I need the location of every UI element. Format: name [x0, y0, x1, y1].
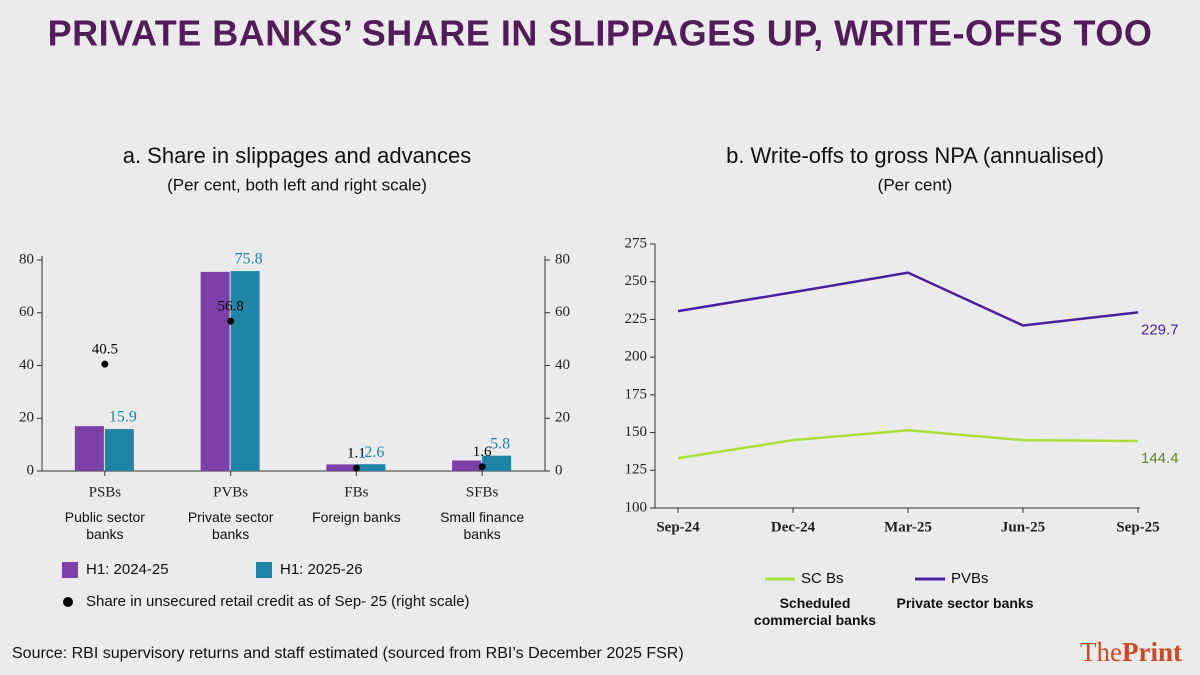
- data-label: 5.8: [490, 435, 510, 452]
- y-tick-label: 250: [625, 273, 648, 289]
- dot: [227, 317, 235, 325]
- x-tick-label: Jun-25: [1001, 519, 1045, 535]
- y2-tick-label: 80: [555, 251, 570, 267]
- bar: [482, 455, 512, 471]
- data-label: 1.6: [473, 444, 492, 460]
- panel-subtitle: (Per cent, both left and right scale): [167, 175, 427, 194]
- panel-title: a. Share in slippages and advances: [123, 143, 472, 168]
- line: [677, 429, 1139, 460]
- bar: [74, 426, 104, 471]
- x-tick-label: PSBs: [89, 484, 122, 500]
- panel-title: b. Write-offs to gross NPA (annualised): [726, 143, 1104, 168]
- y-tick-label: 200: [625, 349, 648, 365]
- bar: [326, 464, 356, 471]
- x-tick-label: FBs: [344, 484, 368, 500]
- category-description: Small finance banks: [440, 509, 525, 542]
- y-tick-label: 125: [625, 462, 648, 478]
- category-description: Private sector banks: [187, 509, 274, 542]
- y-tick-label: 100: [625, 499, 648, 515]
- y-tick-label: 175: [625, 386, 648, 402]
- data-label: 40.5: [92, 342, 118, 358]
- brand-logo: ThePrint: [1080, 637, 1182, 667]
- y-tick-label: 275: [625, 235, 648, 251]
- legend-marker: [62, 562, 78, 578]
- bar: [104, 429, 134, 471]
- y-tick-label: 225: [625, 311, 648, 327]
- end-label: 229.7: [1141, 321, 1179, 338]
- y-tick-label: 60: [19, 304, 34, 320]
- y-tick-label: 40: [19, 357, 34, 373]
- data-label: 56.8: [218, 299, 244, 315]
- y2-tick-label: 60: [555, 304, 570, 320]
- category-description: Public sector banks: [64, 509, 145, 542]
- legend-marker: [256, 562, 272, 578]
- source-note: Source: RBI supervisory returns and staf…: [12, 645, 684, 662]
- data-label: 15.9: [109, 409, 137, 426]
- category-description: Foreign banks: [312, 509, 401, 525]
- legend-description: Private sector banks: [896, 595, 1034, 611]
- legend-marker: [63, 597, 73, 607]
- data-label: 1.1: [347, 446, 366, 462]
- bar: [200, 271, 230, 471]
- x-tick-label: PVBs: [213, 484, 248, 500]
- x-tick-label: Mar-25: [884, 519, 932, 535]
- x-tick-label: Dec-24: [771, 519, 816, 535]
- bar: [356, 464, 386, 471]
- y-tick-label: 20: [19, 410, 34, 426]
- brand-part: The: [1080, 637, 1122, 667]
- panel-subtitle: (Per cent): [878, 175, 953, 194]
- legend-label: Share in unsecured retail credit as of S…: [86, 593, 470, 610]
- page-title: PRIVATE BANKS’ SHARE IN SLIPPAGES UP, WR…: [48, 13, 1153, 54]
- legend-description: Scheduled commercial banks: [753, 595, 877, 628]
- legend-label: H1: 2024-25: [86, 561, 169, 578]
- bar: [230, 271, 260, 471]
- x-tick-label: Sep-25: [1116, 519, 1159, 535]
- data-label: 2.6: [364, 444, 384, 461]
- y-tick-label: 0: [27, 462, 35, 478]
- y2-tick-label: 0: [555, 462, 563, 478]
- dot: [101, 360, 109, 368]
- brand-part: Print: [1122, 637, 1182, 667]
- dot: [352, 464, 360, 472]
- x-tick-label: SFBs: [466, 484, 499, 500]
- y2-tick-label: 20: [555, 410, 570, 426]
- dot: [478, 463, 486, 471]
- line: [677, 271, 1139, 327]
- end-label: 144.4: [1141, 450, 1179, 467]
- y-tick-label: 80: [19, 251, 34, 267]
- y2-tick-label: 40: [555, 357, 570, 373]
- data-label: 75.8: [235, 251, 263, 268]
- legend-label: SC Bs: [801, 570, 844, 587]
- legend-label: PVBs: [951, 570, 989, 587]
- bar: [452, 460, 482, 471]
- x-tick-label: Sep-24: [656, 519, 700, 535]
- legend-label: H1: 2025-26: [280, 561, 363, 578]
- y-tick-label: 150: [625, 424, 648, 440]
